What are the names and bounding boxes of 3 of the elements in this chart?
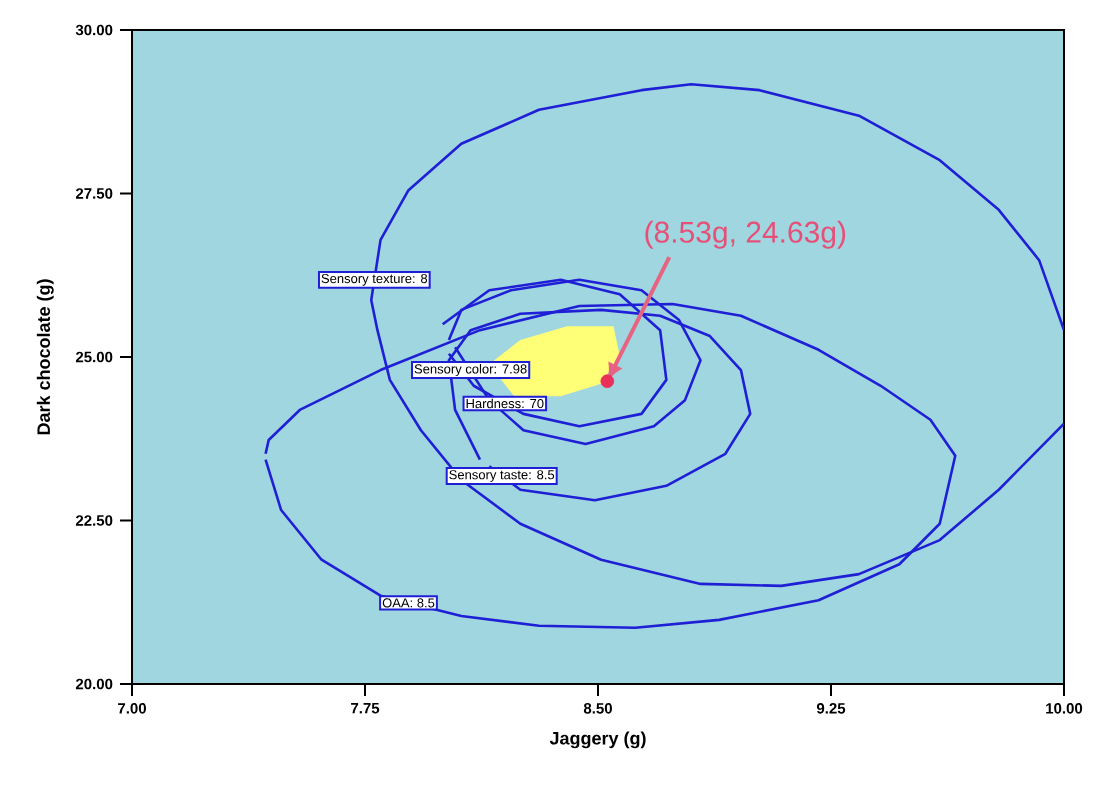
y-axis-title: Dark chocolate (g)	[36, 279, 54, 435]
annotation: (8.53g, 24.63g)	[645, 220, 846, 249]
x-axis-title: Jaggery (g)	[549, 731, 646, 749]
